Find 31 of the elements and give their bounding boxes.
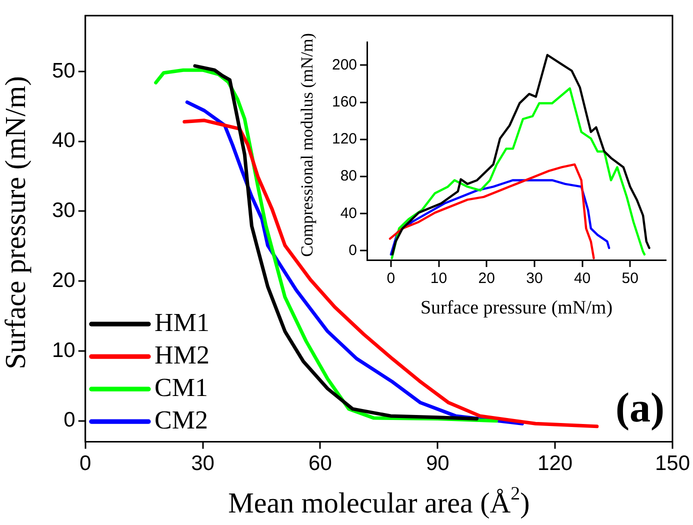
y-axis-title: Surface pressure (mN/m) (0, 76, 32, 370)
x-tick-label: 30 (191, 452, 214, 476)
y-tick-label: 50 (52, 59, 76, 82)
x-tick-label: 120 (538, 452, 573, 476)
y-tick-label: 0 (64, 408, 76, 432)
x-axis-title: Surface pressure (mN/m) (420, 298, 613, 319)
annotation: (a) (615, 386, 664, 432)
y-tick-label: 0 (348, 242, 358, 259)
y-tick-label: 10 (52, 338, 76, 362)
y-tick-label: 40 (52, 129, 76, 152)
x-tick-label: 10 (430, 270, 448, 288)
x-tick-label: 150 (654, 452, 690, 476)
x-tick-label: 20 (478, 270, 495, 288)
x-tick-label: 90 (426, 452, 450, 476)
x-tick-label: 50 (622, 270, 638, 288)
x-tick-label: 0 (386, 270, 396, 288)
y-tick-label: 200 (332, 56, 358, 74)
y-tick-label: 30 (52, 199, 76, 222)
y-tick-label: 80 (340, 168, 358, 185)
y-tick-label: 40 (340, 204, 358, 222)
legend-label: HM1 (154, 308, 210, 337)
legend-label: CM2 (154, 405, 208, 434)
y-axis-title: Compressional modulus (mN/m) (298, 33, 317, 257)
x-tick-label: 60 (308, 452, 332, 476)
y-tick-label: 160 (332, 93, 358, 110)
x-tick-label: 0 (80, 452, 92, 476)
y-tick-label: 120 (332, 130, 358, 148)
x-tick-label: 40 (574, 270, 591, 288)
x-tick-label: 30 (526, 270, 543, 288)
legend-label: HM2 (154, 340, 210, 370)
legend-label: CM1 (154, 372, 208, 402)
